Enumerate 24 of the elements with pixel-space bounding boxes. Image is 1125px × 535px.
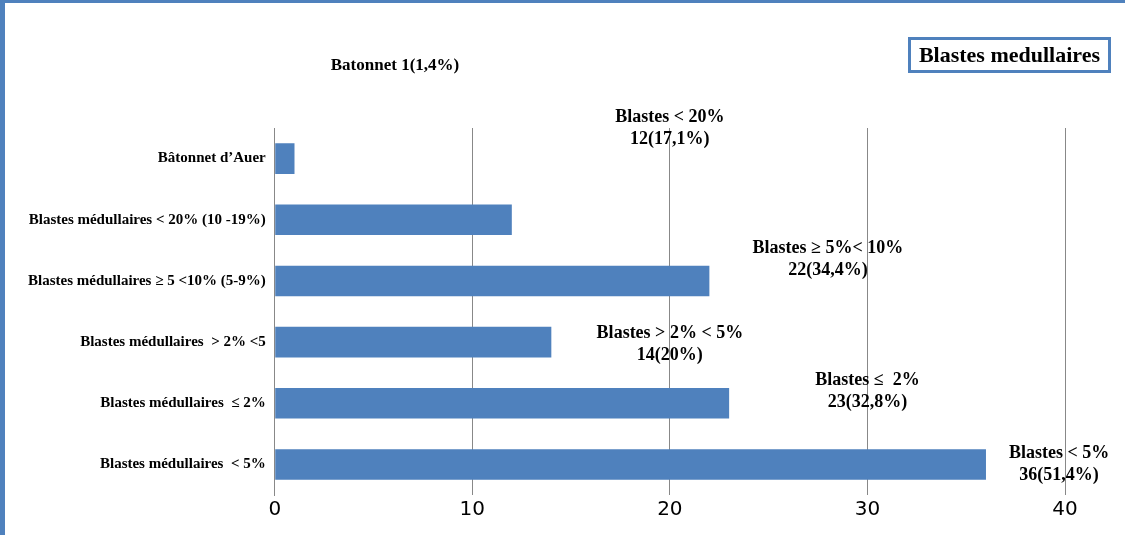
annotation: Blastes < 5% 36(51,4%): [1008, 442, 1110, 486]
y-tick-label: Blastes médullaires < 20% (10 -19%): [28, 210, 266, 228]
bar: [275, 449, 986, 480]
y-tick-label: Blastes médullaires < 5%: [99, 455, 266, 472]
annotation: Blastes < 20% 12(17,1%): [615, 106, 725, 150]
annotation: Blastes > 2% < 5% 14(20%): [596, 321, 744, 365]
annotation: Blastes ≥ 5%< 10% 22(34,4%): [752, 236, 904, 280]
x-tick-label: 20: [657, 496, 683, 521]
text: Batonnet 1(1,4%): [329, 55, 461, 75]
x-tick-label: 0: [268, 496, 282, 521]
y-tick-label: Bâtonnet d’Auer: [157, 149, 267, 166]
bar: [275, 387, 730, 419]
y-tick-label: Blastes médullaires ≥ 5 <10% (5-9%): [27, 271, 266, 289]
x-tick-label: 30: [854, 496, 881, 521]
chart-title: Blastes medullaires: [907, 37, 1111, 73]
bar: [275, 143, 295, 174]
annotation: Blastes ≤ 2% 23(32,8%): [815, 368, 920, 412]
y-tick-label: Blastes médullaires ≤ 2%: [100, 394, 266, 411]
bar: [275, 265, 710, 297]
x-tick-label: 10: [459, 496, 486, 521]
y-tick-label: Blastes médullaires > 2% <5: [80, 332, 266, 349]
bar: [275, 326, 552, 358]
x-tick-label: 40: [1052, 496, 1078, 521]
bar: [275, 204, 512, 236]
